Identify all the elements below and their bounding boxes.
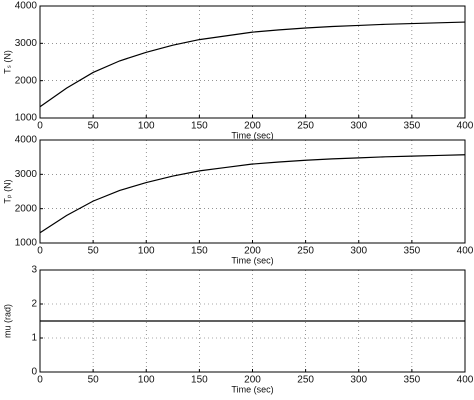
x-tick-label: 300 bbox=[350, 121, 367, 132]
x-tick-label: 50 bbox=[88, 375, 100, 386]
x-tick-label: 50 bbox=[88, 121, 100, 132]
x-tick-label: 100 bbox=[138, 246, 155, 257]
x-tick-label: 100 bbox=[138, 375, 155, 386]
plot-frame bbox=[39, 5, 466, 119]
x-axis-label: Time (sec) bbox=[231, 130, 273, 140]
x-tick-label: 350 bbox=[404, 246, 421, 257]
data-line bbox=[39, 21, 466, 108]
y-tick-label: 1000 bbox=[15, 238, 38, 249]
x-tick-label: 0 bbox=[37, 375, 43, 386]
x-tick-label: 400 bbox=[457, 246, 474, 257]
y-tick-label: 3 bbox=[31, 265, 37, 276]
x-tick-label: 300 bbox=[350, 375, 367, 386]
x-tick-label: 200 bbox=[244, 375, 261, 386]
x-tick-label: 250 bbox=[297, 121, 314, 132]
x-tick-label: 400 bbox=[457, 375, 474, 386]
x-tick-label: 300 bbox=[350, 246, 367, 257]
y-tick-label: 1000 bbox=[15, 113, 38, 124]
x-tick-label: 350 bbox=[404, 121, 421, 132]
y-axis-label: Tₚ (N) bbox=[2, 179, 12, 203]
x-tick-label: 150 bbox=[191, 375, 208, 386]
y-tick-label: 3000 bbox=[15, 169, 38, 180]
y-axis-label: Tₛ (N) bbox=[2, 50, 12, 74]
x-tick-label: 250 bbox=[297, 375, 314, 386]
x-tick-label: 0 bbox=[37, 246, 43, 257]
x-tick-label: 400 bbox=[457, 121, 474, 132]
data-line bbox=[39, 154, 466, 234]
x-tick-label: 350 bbox=[404, 375, 421, 386]
y-tick-label: 1 bbox=[31, 333, 37, 344]
y-tick-label: 4000 bbox=[15, 1, 38, 12]
x-tick-label: 50 bbox=[88, 246, 100, 257]
x-tick-label: 150 bbox=[191, 246, 208, 257]
y-tick-label: 4000 bbox=[15, 135, 38, 146]
x-tick-label: 0 bbox=[37, 121, 43, 132]
x-tick-label: 250 bbox=[297, 246, 314, 257]
y-tick-label: 3000 bbox=[15, 38, 38, 49]
x-tick-label: 100 bbox=[138, 121, 155, 132]
plot-frame bbox=[39, 139, 466, 244]
y-axis-label: mu (rad) bbox=[2, 304, 12, 338]
x-tick-label: 200 bbox=[244, 121, 261, 132]
y-tick-label: 2 bbox=[31, 299, 37, 310]
x-tick-label: 200 bbox=[244, 246, 261, 257]
y-tick-label: 0 bbox=[31, 367, 37, 378]
y-tick-label: 2000 bbox=[15, 203, 38, 214]
x-axis-label: Time (sec) bbox=[231, 255, 273, 265]
x-tick-label: 150 bbox=[191, 121, 208, 132]
x-axis-label: Time (sec) bbox=[231, 384, 273, 394]
y-tick-label: 2000 bbox=[15, 75, 38, 86]
